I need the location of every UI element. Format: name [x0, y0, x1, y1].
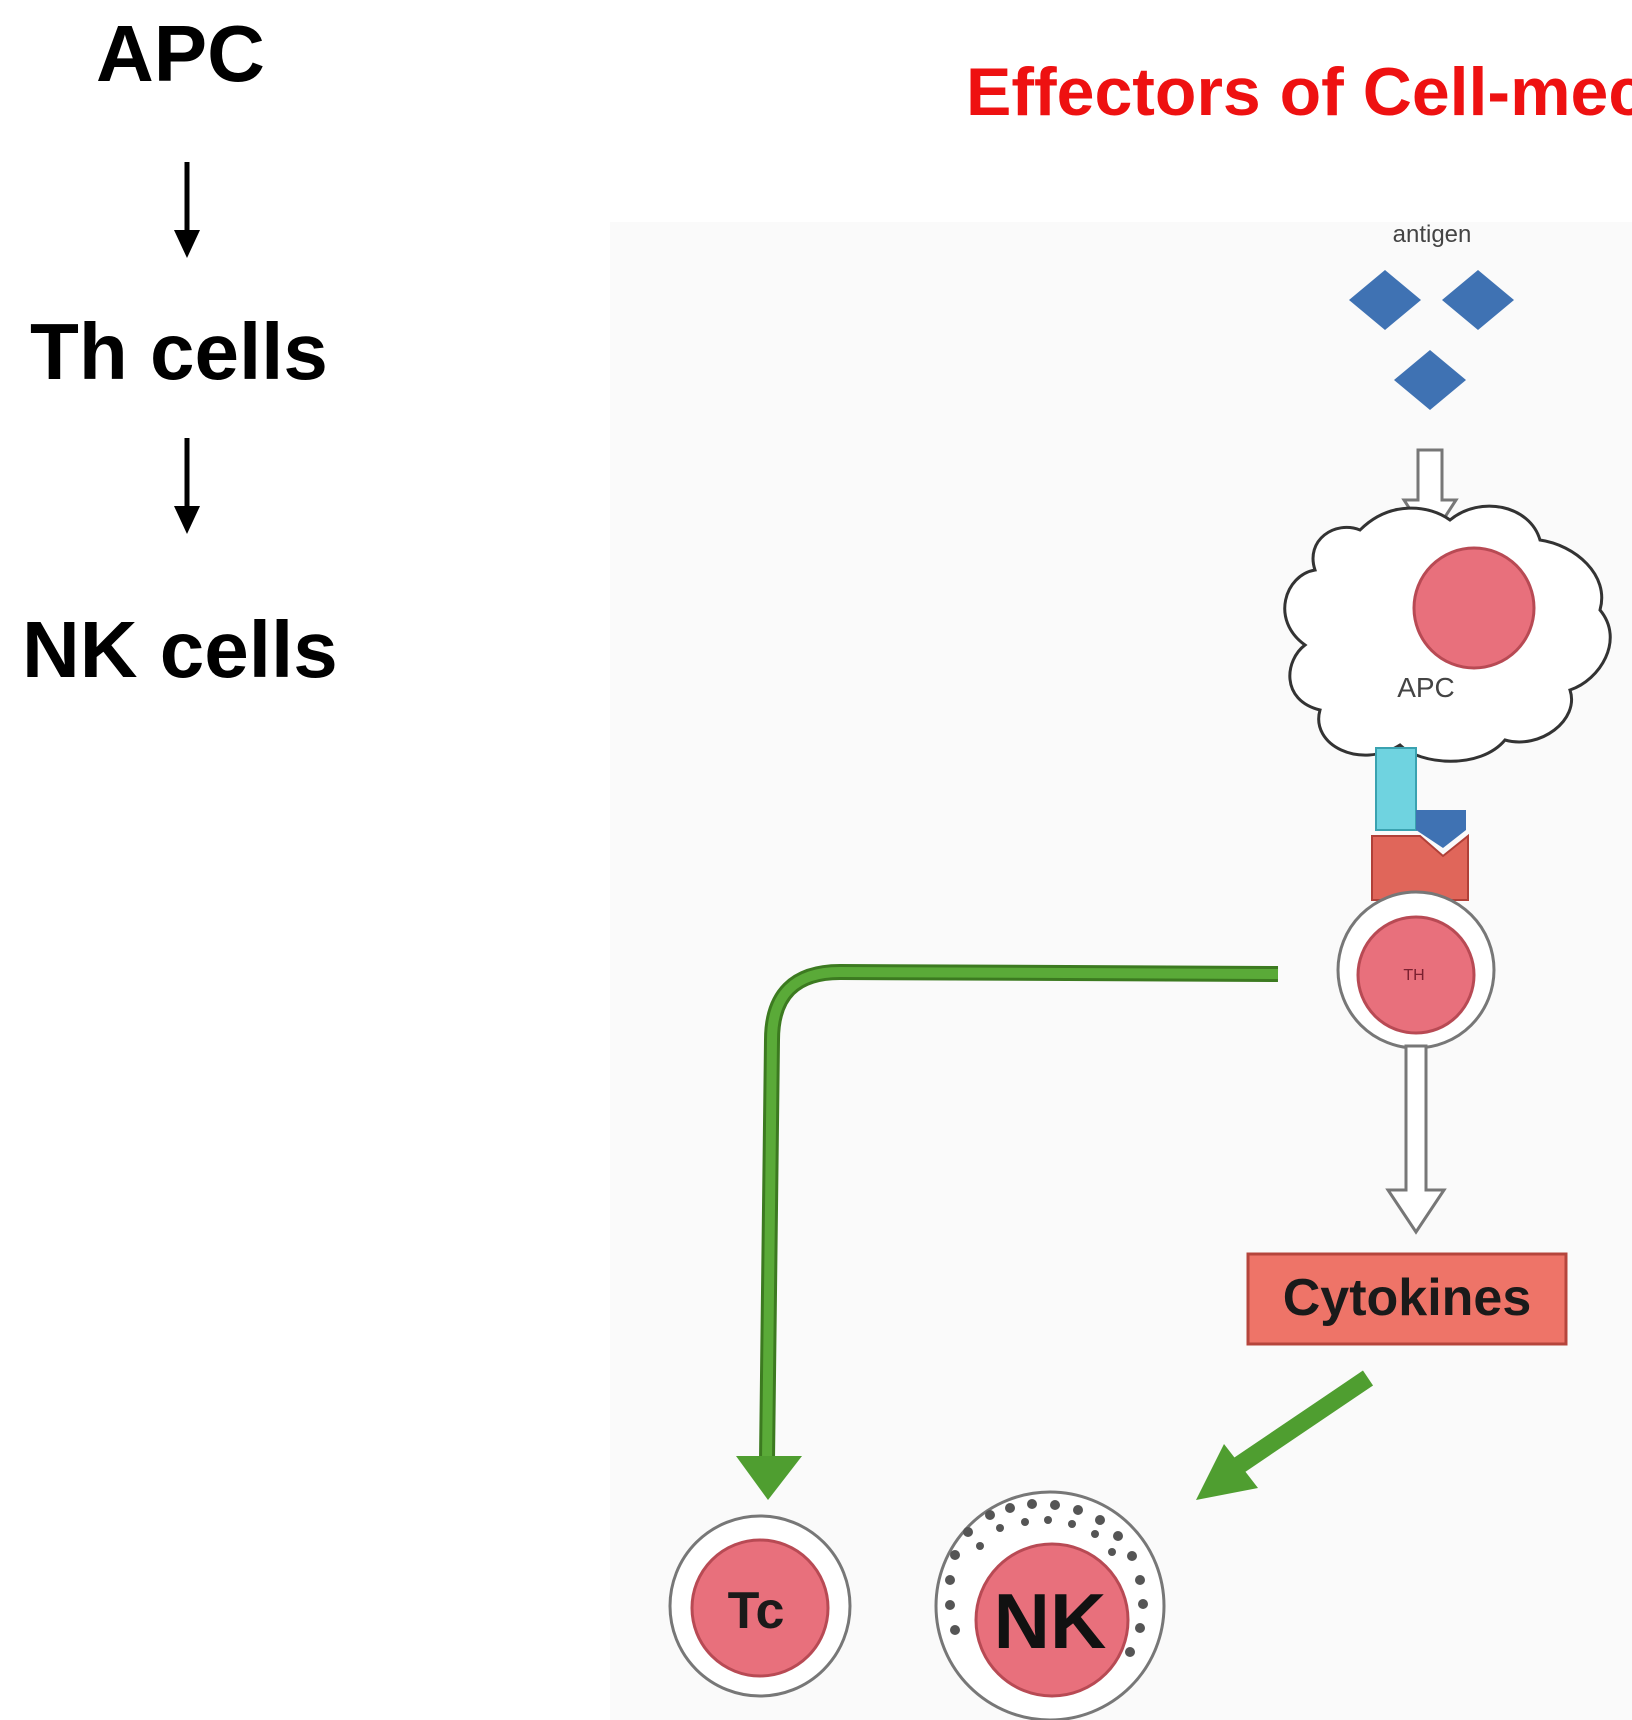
presented-antigen-icon [1416, 810, 1466, 848]
cytokines-label: Cytokines [1283, 1269, 1532, 1327]
antigen-label: antigen [1393, 221, 1472, 248]
t-cell-receptor [1371, 833, 1469, 901]
slide-title: Effectors of Cell-mec [966, 54, 1632, 130]
cytokines-box [1246, 1252, 1568, 1346]
tc-label: Tc [728, 1582, 785, 1640]
flow-step-th-cells: Th cells [30, 307, 328, 396]
green-arrowhead-icon [736, 1456, 802, 1500]
hollow-arrow-down-icon [1385, 1044, 1447, 1235]
tc-nucleus [690, 1538, 830, 1678]
nk-nucleus [974, 1542, 1130, 1698]
flow-arrow-down-icon [174, 162, 200, 258]
green-arrowhead-icon [1196, 1444, 1258, 1500]
green-arrow-to-nk [1226, 1370, 1374, 1478]
apc-label: APC [1397, 672, 1455, 703]
mhc-receptor [1375, 747, 1417, 831]
apc-nucleus [1412, 546, 1536, 670]
antigen-diamonds-icon [1349, 270, 1514, 410]
nk-label: NK [994, 1577, 1107, 1665]
th-label: TH [1403, 967, 1424, 984]
th-nucleus [1356, 915, 1476, 1035]
nk-granules [945, 1499, 1148, 1657]
flow-step-nk-cells: NK cells [22, 605, 338, 694]
flow-step-apc: APC [96, 9, 265, 98]
flow-arrow-down-icon [174, 438, 200, 534]
